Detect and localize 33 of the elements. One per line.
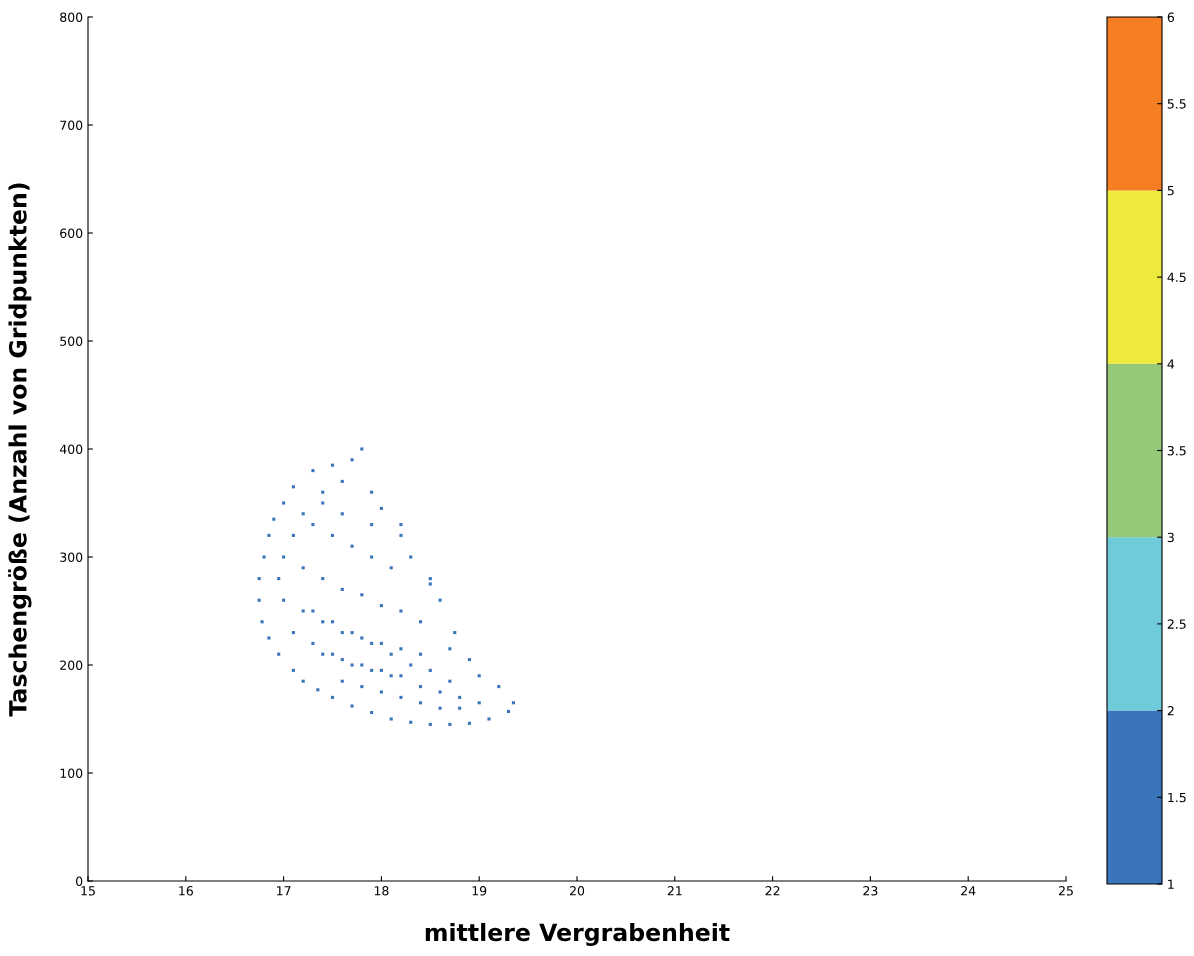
x-tick-label: 20 bbox=[569, 886, 585, 896]
y-tick-label: 0 bbox=[76, 876, 83, 886]
y-tick-label: 500 bbox=[60, 336, 83, 346]
y-tick-label: 100 bbox=[60, 768, 83, 778]
color-bar-label: 1.5 bbox=[1168, 792, 1186, 803]
color-bar-label: 5.5 bbox=[1167, 99, 1186, 109]
x-tick-label: 21 bbox=[667, 886, 682, 896]
color-bar-label: 2 bbox=[1167, 706, 1174, 716]
color-bar-label: 3 bbox=[1167, 532, 1174, 543]
x-tick-label: 18 bbox=[374, 886, 389, 896]
x-axis-title: mittlere Vergrabenheit bbox=[425, 922, 730, 946]
y-axis-title: Taschengröße (Anzahl von Gridpunkten) bbox=[8, 183, 32, 717]
y-tick-label: 600 bbox=[60, 228, 83, 238]
x-tick-label: 23 bbox=[863, 886, 878, 896]
x-tick-label: 16 bbox=[179, 886, 193, 896]
color-bar-label: 3.5 bbox=[1167, 445, 1186, 456]
color-bar-label: 6 bbox=[1167, 12, 1175, 22]
color-bar-label: 4 bbox=[1167, 359, 1175, 369]
x-tick-label: 25 bbox=[1058, 886, 1073, 896]
color-bar-label: 5 bbox=[1167, 186, 1174, 196]
y-tick-label: 200 bbox=[60, 660, 83, 670]
color-bar-label: 1 bbox=[1168, 879, 1174, 889]
y-tick-label: 300 bbox=[60, 552, 83, 562]
x-tick-label: 22 bbox=[765, 886, 780, 896]
x-tick-label: 19 bbox=[472, 886, 487, 896]
y-tick-label: 400 bbox=[59, 444, 83, 454]
color-bar-label: 4.5 bbox=[1167, 272, 1186, 283]
y-tick-label: 700 bbox=[60, 120, 83, 130]
color-bar-label: 2.5 bbox=[1167, 619, 1186, 629]
x-tick-label: 17 bbox=[277, 886, 291, 896]
x-tick-label: 15 bbox=[81, 886, 95, 896]
y-tick-label: 800 bbox=[60, 12, 83, 22]
x-tick-label: 24 bbox=[961, 886, 976, 896]
